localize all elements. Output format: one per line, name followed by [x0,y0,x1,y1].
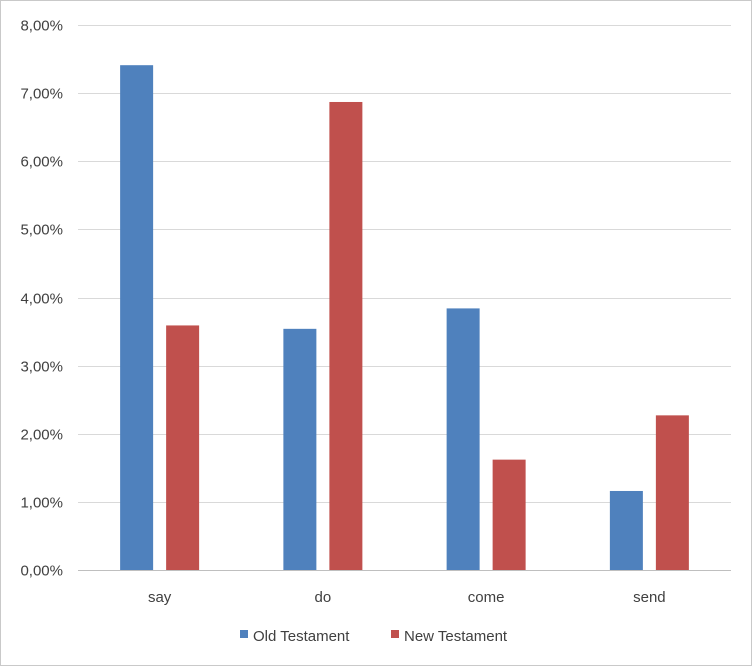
x-tick-label: do [315,589,332,606]
x-tick-label: come [468,589,505,606]
legend-swatch [391,630,399,638]
bar-new-testament-say [166,325,200,570]
bar-old-testament-come [446,308,480,570]
y-tick-label: 4,00% [20,291,63,308]
x-tick-label: say [148,589,172,606]
y-tick-label: 2,00% [20,427,63,444]
y-tick-label: 8,00% [20,18,63,35]
y-tick-label: 3,00% [20,359,63,376]
bar-old-testament-do [283,328,317,570]
x-tick-label: send [633,589,666,606]
y-tick-label: 1,00% [20,495,63,512]
y-tick-label: 5,00% [20,222,63,239]
bar-new-testament-do [329,101,363,570]
bars [120,65,689,570]
bar-old-testament-send [609,490,643,570]
legend-label: Old Testament [253,628,350,645]
legend-swatch [240,630,248,638]
y-tick-label: 7,00% [20,86,63,103]
legend: Old Testament New Testament [240,628,508,645]
bar-new-testament-come [492,459,526,570]
y-axis-tick-labels: 0,00% 1,00% 2,00% 3,00% 4,00% 5,00% 6,00% 7,00%… [20,18,63,580]
x-axis-tick-labels: say do come send [148,589,666,606]
y-tick-label: 6,00% [20,154,63,171]
bar-old-testament-say [120,65,154,570]
bar-new-testament-send [655,415,689,570]
legend-label: New Testament [404,628,508,645]
y-tick-label: 0,00% [20,563,63,580]
